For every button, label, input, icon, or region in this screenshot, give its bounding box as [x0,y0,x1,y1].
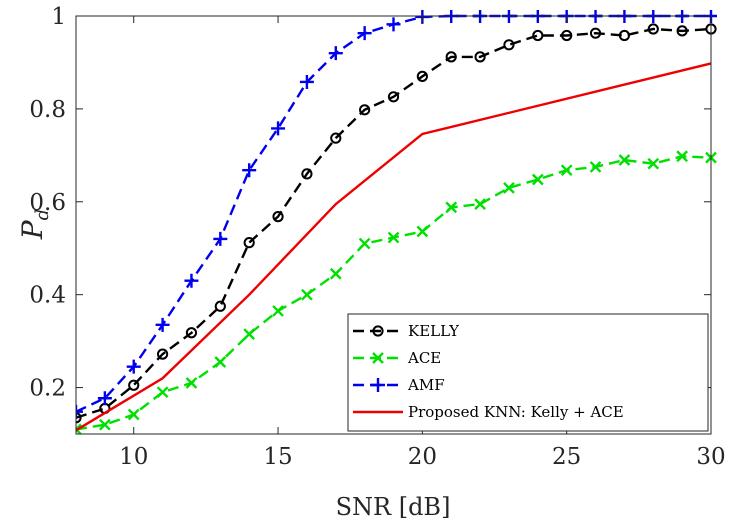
y-tick-label: 1 [51,4,66,30]
x-tick-label: 15 [263,444,292,470]
marker-ace-16 [531,173,544,186]
legend-label-proposed-knn-kelly-ace: Proposed KNN: Kelly + ACE [408,403,624,421]
axes-frame [75,15,712,435]
legend-label-amf: AMF [407,376,445,394]
series-line-kelly [76,27,712,419]
marker-ace-15 [503,181,515,194]
marker-ace-21 [676,150,688,163]
marker-ace-20 [647,157,660,170]
axes: 10 15 20 25 30 0.2 0.4 0.6 0.8 1 [29,4,725,470]
x-tick-label: 25 [552,444,581,470]
x-tick-label: 10 [119,444,148,470]
legend-label-ace: ACE [407,349,441,367]
marker-kelly-8 [301,168,313,180]
marker-ace-8 [301,288,313,301]
marker-ace-2 [127,408,140,421]
marker-kelly-20 [647,23,659,35]
y-tick-label: 0.8 [29,97,66,123]
marker-ace-5 [214,356,227,368]
marker-kelly-12 [416,70,428,82]
marker-ace-11 [387,231,400,244]
marker-kelly-6 [243,237,255,249]
marker-kelly-legend [372,325,384,337]
x-axis-label: SNR [dB] [336,493,451,521]
marker-amf-10 [357,26,372,41]
marker-kelly-16 [532,29,544,42]
marker-ace-12 [416,225,429,238]
legend-label-kelly: KELLY [408,322,460,340]
y-tick-label: 0.2 [29,376,66,402]
marker-amf-4 [184,273,199,288]
marker-ace-legend [372,352,384,364]
y-tick-label: 0.6 [29,190,66,216]
marker-kelly-21 [676,25,688,37]
marker-kelly-10 [359,104,371,116]
marker-kelly-3 [156,348,169,360]
marker-ace-7 [272,305,284,317]
y-tick-label: 0.4 [29,283,66,309]
series-line-proposed-knn-kelly-ace [76,62,712,432]
marker-amf-1 [97,391,112,406]
marker-kelly-18 [589,27,602,39]
marker-kelly-13 [445,51,457,63]
marker-kelly-9 [330,132,342,144]
marker-kelly-15 [503,39,515,51]
marker-ace-19 [618,154,631,166]
marker-ace-13 [445,201,458,214]
marker-kelly-7 [272,211,284,223]
marker-amf-7 [271,121,286,136]
marker-ace-18 [589,161,602,173]
marker-kelly-17 [561,29,573,42]
marker-ace-0 [76,423,82,434]
marker-ace-6 [243,328,256,340]
marker-ace-9 [329,267,342,280]
marker-kelly-4 [185,327,198,339]
marker-ace-14 [474,198,486,210]
y-axis-label: Pd [16,209,53,240]
marker-kelly-2 [128,379,140,391]
x-tick-label: 30 [696,444,725,470]
marker-ace-3 [156,386,169,399]
marker-amf-3 [155,317,170,332]
marker-ace-10 [358,237,371,250]
marker-ace-4 [185,377,198,389]
x-tick-label: 20 [408,444,437,470]
legend: KELLY ACE AMF Proposed KNN: Kelly + ACE [347,313,709,432]
marker-kelly-11 [387,91,400,103]
marker-amf-6 [242,163,257,178]
marker-kelly-14 [474,51,486,63]
marker-amf-2 [126,359,141,374]
marker-kelly-19 [618,29,631,42]
marker-amf-legend [371,378,385,392]
marker-amf-0 [76,404,83,419]
marker-kelly-5 [214,300,226,312]
marker-amf-9 [328,46,343,61]
legend-box [347,313,709,432]
marker-amf-8 [299,74,314,89]
marker-ace-1 [99,418,111,431]
marker-amf-11 [386,17,401,32]
marker-amf-5 [213,231,228,246]
marker-ace-17 [560,164,573,177]
